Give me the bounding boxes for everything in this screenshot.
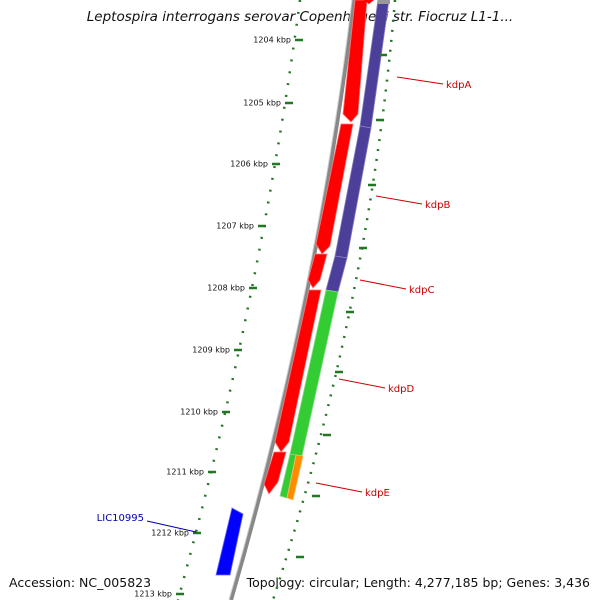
ruler-tick-label: 1211 kbp <box>166 468 204 477</box>
map-title: Leptospira interrogans serovar Copenhage… <box>86 9 514 25</box>
ruler-tick-label: 1209 kbp <box>192 346 230 355</box>
gene-label-kdpb: kdpB <box>425 200 450 211</box>
cds-kdpa <box>342 0 368 123</box>
ruler-tick-label: 1207 kbp <box>216 222 254 231</box>
backbone-ring <box>229 0 356 600</box>
accession-label: Accession: NC_005823 <box>9 575 152 590</box>
cds-kdpe <box>263 451 287 495</box>
genome-summary: Topology: circular; Length: 4,277,185 bp… <box>246 575 590 590</box>
ruler-tick-label: 1213 kbp <box>134 590 172 599</box>
ruler-tick-label: 1206 kbp <box>230 160 268 169</box>
ruler-tick-label: 1204 kbp <box>253 36 291 45</box>
ruler: 1204 kbp 1205 kbp 1206 kbp 1207 kbp 1208 kbp… <box>134 36 387 599</box>
cog-segment-kdpc <box>325 255 348 293</box>
gene-labels: kdpA kdpB kdpC kdpD kdpE LIC10995 <box>97 76 471 533</box>
gene-leader-line <box>146 520 197 533</box>
backbone-ring-highlight <box>228 0 353 600</box>
gene-label-kdpa: kdpA <box>446 80 471 91</box>
gene-leader-line <box>396 76 444 85</box>
cds-lic10995 <box>215 507 244 576</box>
cds-kdpc <box>307 253 328 289</box>
cog-segment-kdpe-orange <box>286 454 304 501</box>
ruler-tick-label: 1210 kbp <box>180 408 218 417</box>
cog-ring <box>279 0 390 501</box>
gene-leader-line <box>315 482 363 493</box>
cds-kdpb <box>315 123 354 255</box>
gene-leader-line <box>359 279 407 290</box>
cds-top-arrow <box>364 0 374 4</box>
gene-leader-line <box>338 378 386 389</box>
gene-leader-line <box>375 195 423 205</box>
cog-top-gray <box>378 0 390 4</box>
ruler-tick-label: 1208 kbp <box>207 284 245 293</box>
ruler-tick-label: 1212 kbp <box>151 529 189 538</box>
gene-label-kdpe: kdpE <box>365 488 390 499</box>
inner-ruler-ring <box>176 0 302 600</box>
gene-label-lic10995: LIC10995 <box>97 513 144 524</box>
gene-label-kdpd: kdpD <box>388 384 414 395</box>
cds-kdpd <box>274 289 322 453</box>
ruler-tick-label: 1205 kbp <box>243 99 281 108</box>
forward-cds-track <box>263 0 374 495</box>
gene-label-kdpc: kdpC <box>409 285 434 296</box>
